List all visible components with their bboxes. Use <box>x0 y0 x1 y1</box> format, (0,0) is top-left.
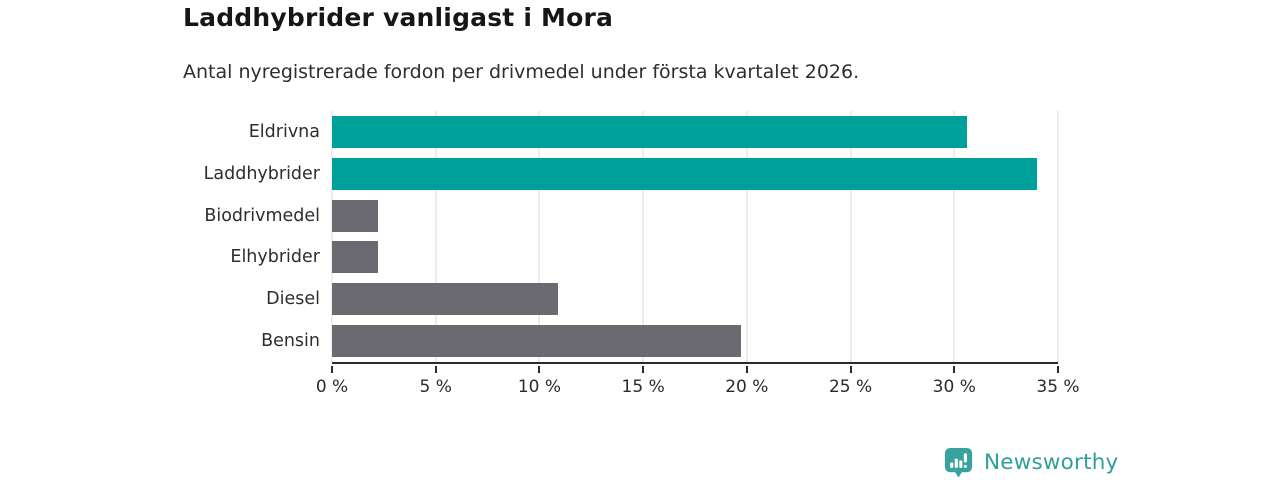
gridline-30 <box>953 111 955 362</box>
bar-biodrivmedel <box>332 199 378 232</box>
bar-track <box>332 236 1058 278</box>
axis-tick-label-0: 0 % <box>315 377 349 397</box>
bar-row: Elhybrider <box>0 236 1058 278</box>
axis-tick-label-20: 20 % <box>725 377 769 397</box>
axis-tick-5 <box>434 366 437 373</box>
axis-tick-label-25: 25 % <box>828 377 873 397</box>
gridline-10 <box>538 111 540 362</box>
axis-tick-20 <box>745 366 748 373</box>
newsworthy-logo-text: Newsworthy <box>984 450 1119 475</box>
bar-rows: Eldrivna Laddhybrider Biodrivmedel Elhybrid… <box>0 111 1058 362</box>
axis-tick-label-30: 30 % <box>932 377 976 397</box>
chart-title: Laddhybrider vanligast i Mora <box>183 3 614 32</box>
category-label-diesel: Diesel <box>266 289 320 310</box>
bar-elhybrider <box>332 241 378 274</box>
bar-row: Laddhybrider <box>0 153 1058 195</box>
bar-bensin <box>332 325 741 358</box>
chart-subtitle: Antal nyregistrerade fordon per drivmede… <box>183 61 860 83</box>
category-label-elhybrider: Elhybrider <box>230 247 320 268</box>
axis-tick-label-35: 35 % <box>1036 377 1080 397</box>
gridline-25 <box>850 111 852 362</box>
category-label-biodrivmedel: Biodrivmedel <box>204 205 320 226</box>
category-label-eldrivna: Eldrivna <box>248 121 320 142</box>
plot-area: Eldrivna Laddhybrider Biodrivmedel Elhybrid… <box>0 111 1080 397</box>
axis-tick-10 <box>538 366 541 373</box>
axis-tick-15 <box>642 366 645 373</box>
bar-track <box>332 195 1058 237</box>
bar-row: Eldrivna <box>0 111 1058 153</box>
bar-track <box>332 111 1058 153</box>
bar-diesel <box>332 283 559 316</box>
bar-track <box>332 278 1058 320</box>
axis-tick-0 <box>331 366 333 373</box>
bar-row: Diesel <box>0 278 1058 320</box>
gridline-15 <box>642 111 644 362</box>
gridlines <box>331 111 1059 362</box>
axis-tick-30 <box>953 366 956 373</box>
gridline-5 <box>435 111 437 362</box>
bar-row: Bensin <box>0 320 1058 362</box>
bar-eldrivna <box>332 115 967 148</box>
category-label-laddhybrider: Laddhybrider <box>203 163 320 184</box>
x-axis: 0 % 5 % 10 % 15 % 20 % 25 % 30 % 35 % <box>316 362 1080 397</box>
bar-row: Biodrivmedel <box>0 195 1058 237</box>
axis-tick-label-5: 5 % <box>419 377 452 397</box>
bar-track <box>332 153 1058 195</box>
axis-tick-25 <box>849 366 852 373</box>
bar-laddhybrider <box>332 157 1038 190</box>
axis-tick-label-10: 10 % <box>517 377 562 397</box>
gridline-0 <box>331 111 333 362</box>
bar-track <box>332 320 1058 362</box>
gridline-35 <box>1057 111 1059 362</box>
newsworthy-logo: Newsworthy <box>942 446 1118 479</box>
category-label-bensin: Bensin <box>261 331 320 352</box>
axis-tick-35 <box>1057 366 1059 373</box>
gridline-20 <box>746 111 748 362</box>
axis-tick-label-15: 15 % <box>621 377 665 397</box>
newsworthy-logo-icon <box>944 447 973 478</box>
